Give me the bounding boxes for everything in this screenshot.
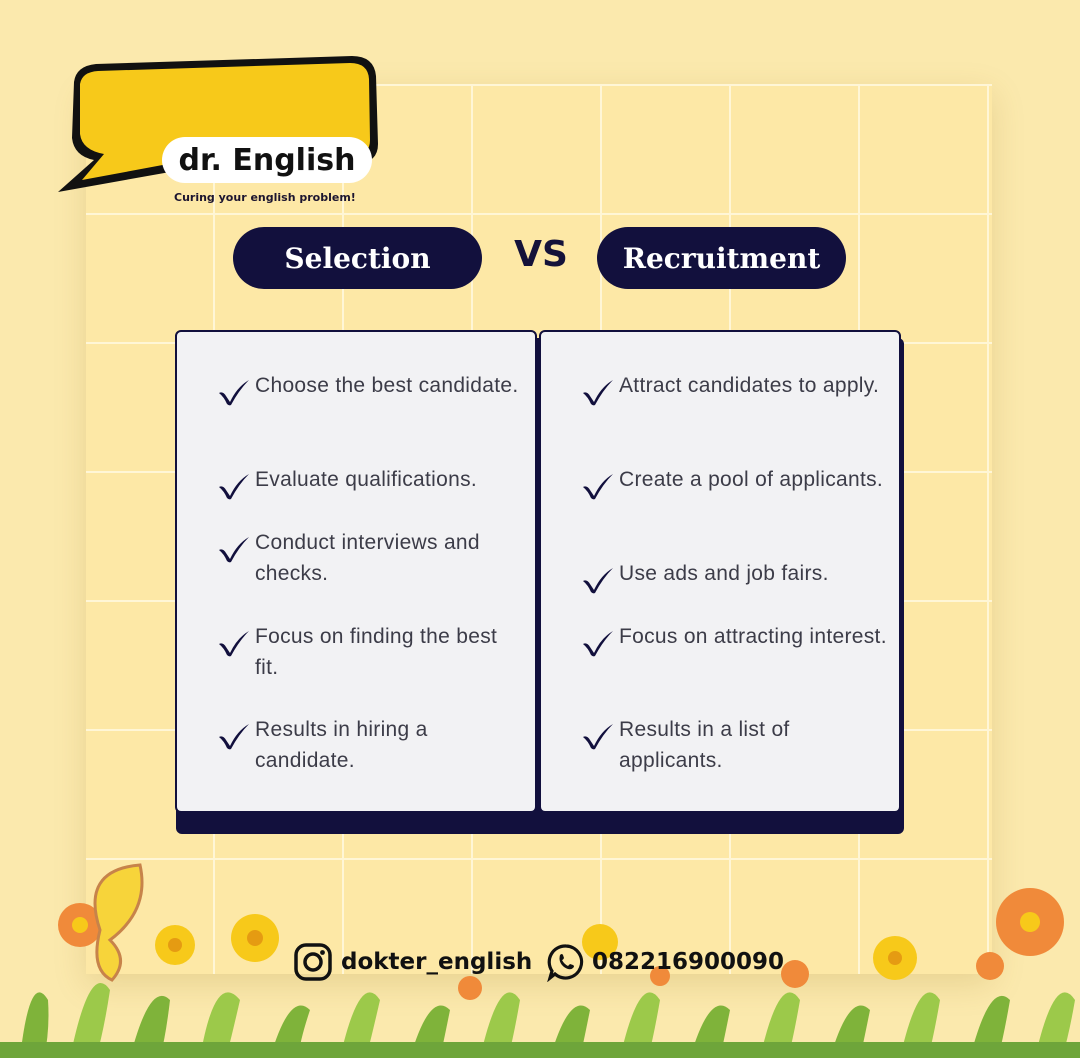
recruitment-title: Recruitment	[597, 227, 846, 289]
checkmark-icon	[219, 537, 249, 563]
instagram-icon	[294, 943, 332, 981]
brand-name: dr. English	[162, 137, 372, 183]
whatsapp-icon	[547, 944, 584, 982]
phone-number: 082216900090	[592, 949, 785, 975]
selection-card: Choose the best candidate. Evaluate qual…	[175, 330, 537, 813]
checkmark-icon	[583, 724, 613, 750]
selection-title: Selection	[233, 227, 482, 289]
checkmark-icon	[219, 724, 249, 750]
checkmark-icon	[219, 380, 249, 406]
whatsapp-contact[interactable]: 082216900090	[546, 940, 784, 984]
instagram-handle[interactable]: dokter_english	[293, 940, 532, 984]
brand-logo: dr. English Curing your english problem!	[52, 52, 382, 204]
flower-decoration	[0, 863, 1080, 1058]
brand-tagline: Curing your english problem!	[174, 191, 356, 204]
recruitment-card: Attract candidates to apply. Create a po…	[539, 330, 901, 813]
checkmark-icon	[583, 474, 613, 500]
checkmark-icon	[219, 474, 249, 500]
checkmark-icon	[583, 568, 613, 594]
checkmark-icon	[583, 380, 613, 406]
checkmark-icon	[219, 631, 249, 657]
checkmark-icon	[583, 631, 613, 657]
vs-label: VS	[514, 234, 568, 275]
instagram-username: dokter_english	[341, 949, 533, 975]
